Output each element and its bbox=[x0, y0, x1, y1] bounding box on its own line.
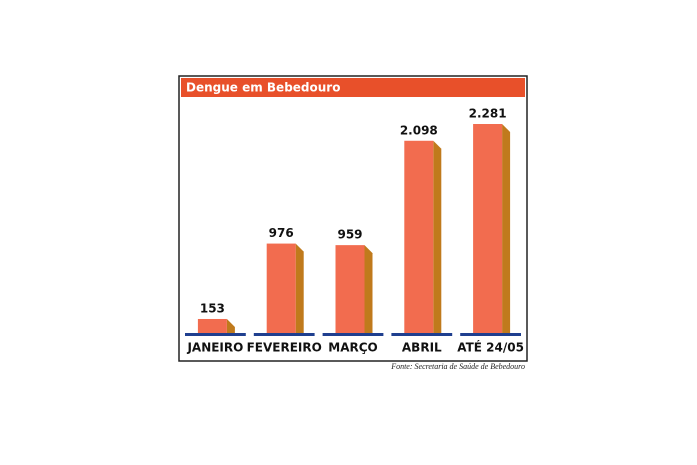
bar bbox=[197, 318, 227, 333]
value-label: 2.281 bbox=[469, 107, 507, 121]
value-label: 959 bbox=[337, 228, 362, 242]
bar bbox=[473, 124, 503, 333]
bar bbox=[335, 245, 365, 333]
x-tick-label: MARÇO bbox=[328, 341, 377, 355]
x-tick-label: FEVEREIRO bbox=[247, 341, 322, 355]
value-label: 2.098 bbox=[400, 123, 438, 137]
bar bbox=[266, 243, 296, 333]
value-label: 976 bbox=[269, 226, 294, 240]
x-tick-label: ATÉ 24/05 bbox=[457, 340, 524, 355]
bar-side bbox=[295, 243, 304, 333]
bar-side bbox=[502, 124, 511, 333]
x-tick-label: JANEIRO bbox=[186, 341, 243, 355]
source-note: Fonte: Secretaria de Saúde de Bebedouro bbox=[390, 362, 525, 371]
bar bbox=[404, 140, 434, 333]
chart-title: Dengue em Bebedouro bbox=[186, 81, 340, 95]
bar-side bbox=[226, 318, 235, 333]
x-tick-label: ABRIL bbox=[402, 341, 442, 355]
bar-side bbox=[433, 140, 442, 333]
value-label: 153 bbox=[200, 301, 225, 315]
title-bar bbox=[181, 78, 525, 97]
bar-side bbox=[364, 245, 373, 333]
